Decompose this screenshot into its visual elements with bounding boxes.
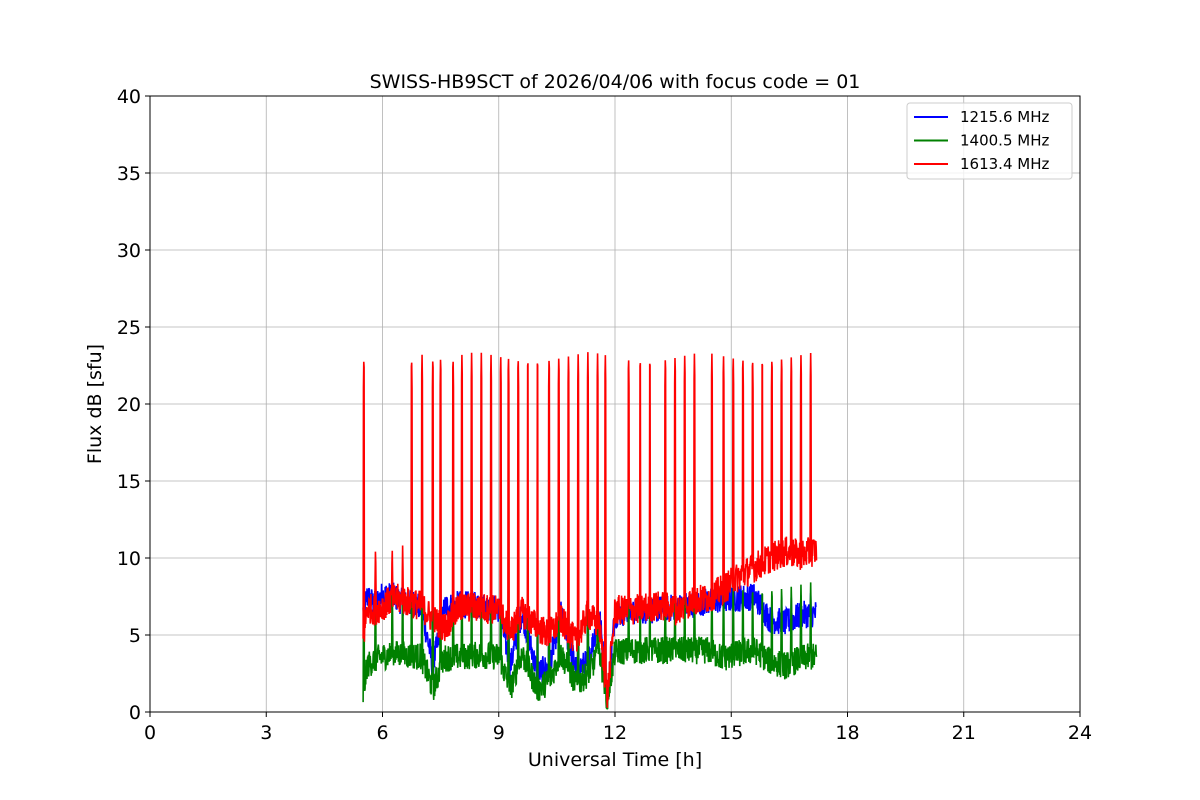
x-tick-label: 9 [493,722,505,744]
y-tick-label: 15 [117,471,141,493]
legend: 1215.6 MHz 1400.5 MHz 1613.4 MHz [906,102,1073,180]
series-line-1400-5-mhz [362,581,818,711]
series-line-1613-4-mhz [362,352,818,708]
x-tick-label: 24 [1068,722,1092,744]
x-tick-label: 12 [603,722,627,744]
legend-label: 1215.6 MHz [960,108,1049,126]
legend-frame [906,102,1073,180]
x-tick-label: 6 [376,722,388,744]
x-tick-label: 3 [260,722,272,744]
y-tick-label: 25 [117,317,141,339]
x-tick-label: 18 [835,722,859,744]
x-tick-label: 15 [719,722,743,744]
y-axis-label: Flux dB [sfu] [84,344,106,464]
ticks: 0 3 6 9 12 15 18 21 24 0 5 10 15 20 25 30 35 40 [117,86,1092,744]
y-tick-label: 10 [117,548,141,570]
y-tick-label: 5 [129,625,141,647]
y-tick-label: 40 [117,86,141,108]
legend-label: 1400.5 MHz [960,132,1049,150]
x-tick-label: 21 [952,722,976,744]
series-layer [362,352,818,711]
y-tick-label: 30 [117,240,141,262]
x-axis-label: Universal Time [h] [528,749,702,771]
x-tick-label: 0 [144,722,156,744]
chart-title: SWISS-HB9SCT of 2026/04/06 with focus co… [370,71,861,93]
y-tick-label: 20 [117,394,141,416]
y-tick-label: 35 [117,163,141,185]
y-tick-label: 0 [129,702,141,724]
legend-label: 1613.4 MHz [960,155,1049,173]
